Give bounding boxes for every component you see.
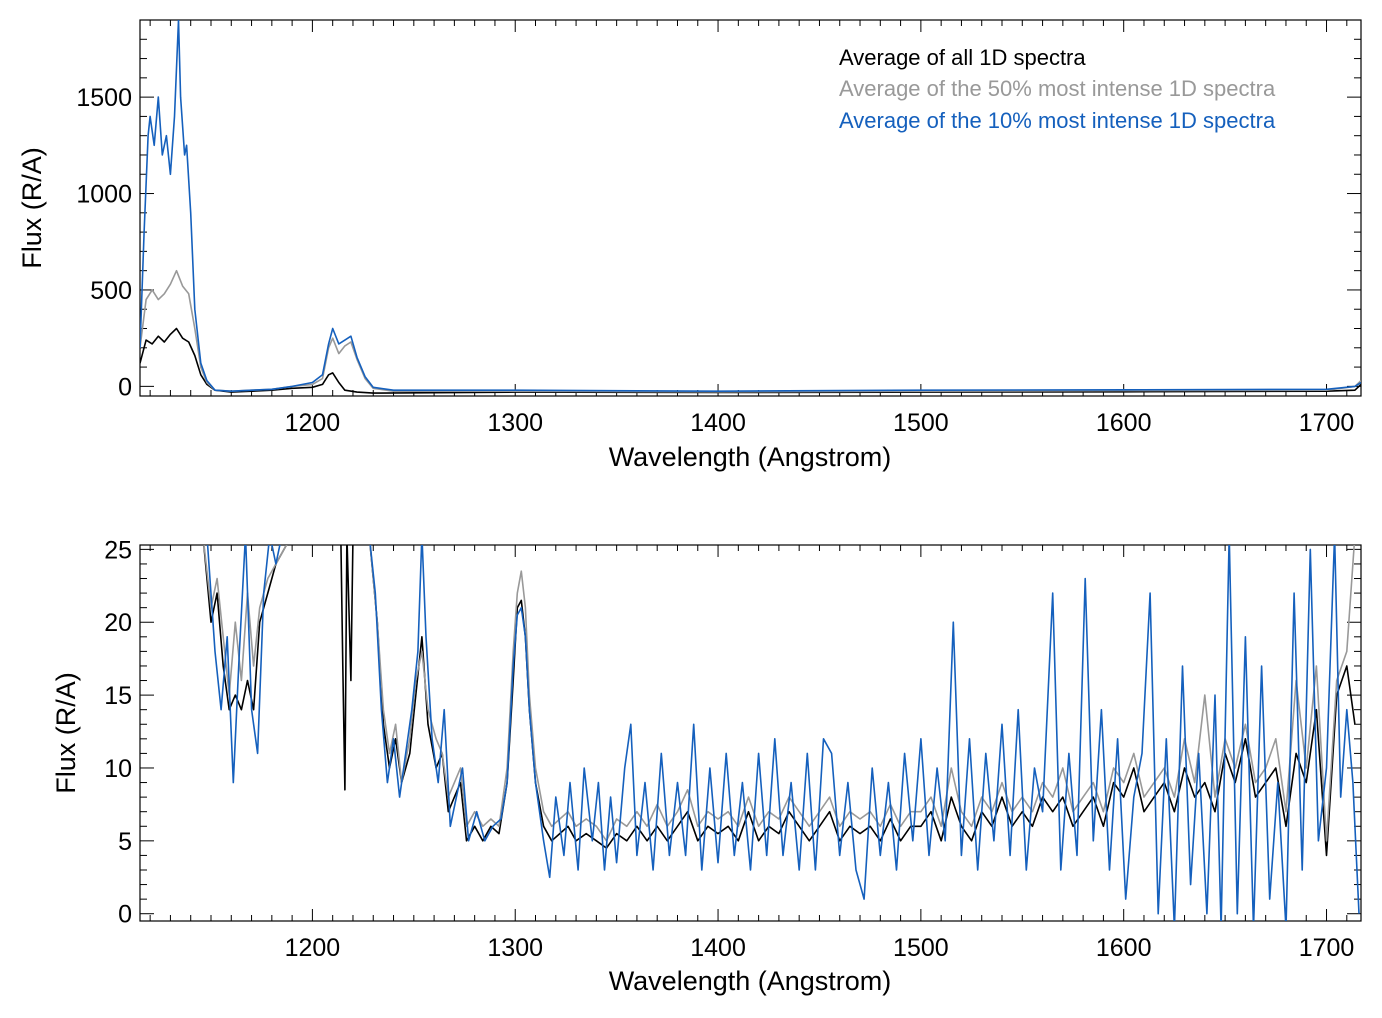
top-series-10pct-spectra bbox=[140, 20, 1361, 393]
top-plot-frame bbox=[139, 19, 1362, 397]
top-x-tick-label: 1200 bbox=[285, 409, 341, 437]
bottom-tick-labels: 1200 1300 1400 1500 1600 1700 0 5 10 15 20 25 bbox=[104, 536, 1354, 962]
bottom-spectrum-panel: 1200 1300 1400 1500 1600 1700 0 5 10 15 20 25 Wavel… bbox=[51, 536, 1362, 996]
top-y-tick-label: 0 bbox=[118, 373, 132, 401]
top-x-tick-label: 1600 bbox=[1096, 409, 1152, 437]
legend-entry-10pct: Average of the 10% most intense 1D spect… bbox=[839, 108, 1276, 133]
bottom-y-axis-title: Flux (R/A) bbox=[51, 672, 81, 794]
top-y-tick-label: 1500 bbox=[76, 84, 132, 112]
top-x-axis-title: Wavelength (Angstrom) bbox=[609, 442, 892, 472]
top-series-group bbox=[140, 20, 1361, 394]
top-series-50pct-spectra bbox=[140, 269, 1361, 393]
bottom-x-tick-label: 1500 bbox=[893, 934, 949, 962]
bottom-x-tick-label: 1700 bbox=[1299, 934, 1355, 962]
legend: Average of all 1D spectra Average of the… bbox=[839, 45, 1276, 133]
legend-entry-50pct: Average of the 50% most intense 1D spect… bbox=[839, 76, 1276, 101]
bottom-y-tick-label: 5 bbox=[118, 828, 132, 856]
top-x-tick-label: 1500 bbox=[893, 409, 949, 437]
top-x-tick-label: 1300 bbox=[487, 409, 543, 437]
bottom-series-group bbox=[203, 545, 1360, 921]
bottom-x-tick-label: 1400 bbox=[690, 934, 746, 962]
top-series-all-spectra bbox=[140, 327, 1361, 394]
legend-entry-all: Average of all 1D spectra bbox=[839, 45, 1086, 70]
bottom-x-tick-label: 1300 bbox=[487, 934, 543, 962]
bottom-y-tick-label: 10 bbox=[104, 755, 132, 783]
top-y-axis-title: Flux (R/A) bbox=[17, 147, 47, 269]
bottom-y-tick-label: 20 bbox=[104, 609, 132, 637]
top-spectrum-panel: 1200 1300 1400 1500 1600 1700 0 500 1000 1500 Wav… bbox=[17, 19, 1362, 472]
bottom-y-tick-label: 0 bbox=[118, 901, 132, 929]
bottom-ticks bbox=[140, 545, 1361, 921]
bottom-series-10pct-spectra bbox=[206, 545, 1360, 921]
bottom-x-axis-title: Wavelength (Angstrom) bbox=[609, 966, 892, 996]
bottom-x-tick-label: 1600 bbox=[1096, 934, 1152, 962]
top-x-tick-label: 1700 bbox=[1299, 409, 1355, 437]
bottom-plot-frame bbox=[139, 544, 1362, 922]
top-tick-labels: 1200 1300 1400 1500 1600 1700 0 500 1000 1500 bbox=[76, 84, 1354, 437]
bottom-x-tick-label: 1200 bbox=[285, 934, 341, 962]
top-y-tick-label: 500 bbox=[90, 277, 132, 305]
bottom-y-tick-label: 15 bbox=[104, 682, 132, 710]
top-y-tick-label: 1000 bbox=[76, 181, 132, 209]
top-x-tick-label: 1400 bbox=[690, 409, 746, 437]
bottom-y-tick-label: 25 bbox=[104, 536, 132, 564]
